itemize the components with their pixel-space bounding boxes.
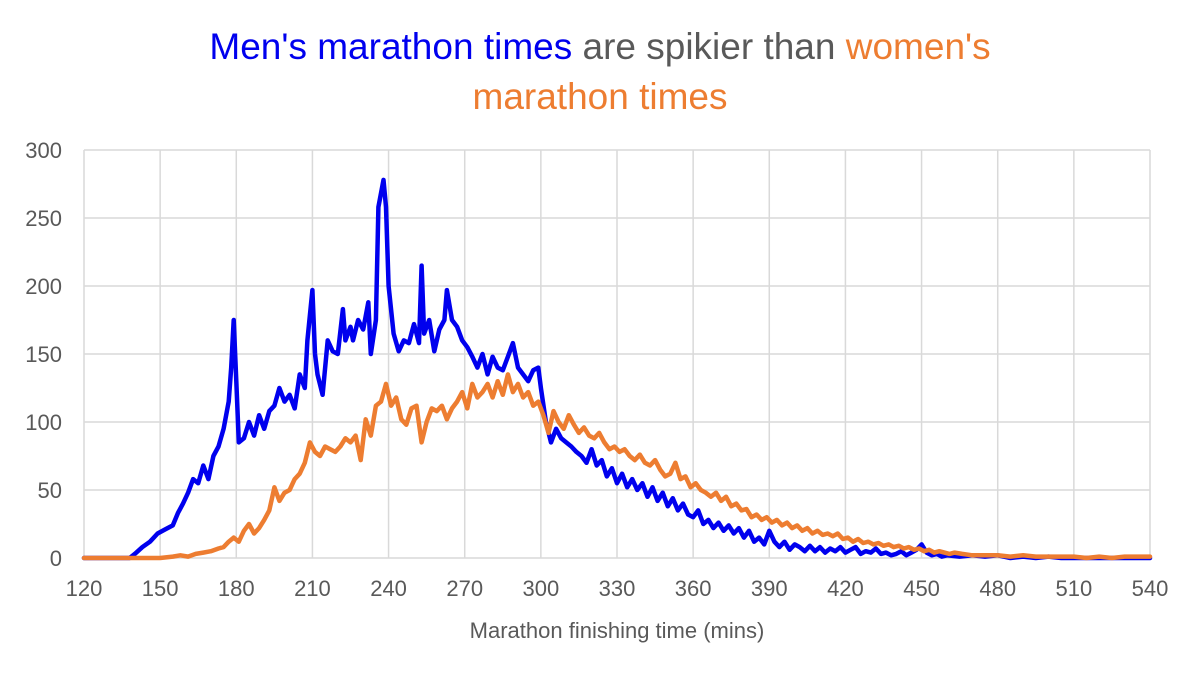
y-tick-label: 200 [25,274,62,299]
title-men-part: Men's marathon times [209,26,573,67]
x-tick-label: 480 [979,576,1016,601]
y-axis-ticks: 0 50 100 150 200 250 300 [25,138,62,571]
x-tick-label: 420 [827,576,864,601]
title-women-part-1: women's [845,26,991,67]
x-tick-label: 360 [675,576,712,601]
x-tick-label: 150 [142,576,179,601]
x-tick-label: 450 [903,576,940,601]
y-tick-label: 300 [25,138,62,163]
x-axis-title: Marathon finishing time (mins) [470,618,765,643]
y-tick-label: 250 [25,206,62,231]
men-series-line [81,177,1153,561]
y-tick-label: 50 [38,478,62,503]
series-lines [81,177,1153,561]
chart-title: Men's marathon times are spikier than wo… [0,22,1200,122]
x-tick-label: 270 [446,576,483,601]
x-tick-label: 330 [599,576,636,601]
x-tick-label: 390 [751,576,788,601]
x-tick-label: 510 [1055,576,1092,601]
y-tick-label: 0 [50,546,62,571]
x-tick-label: 240 [370,576,407,601]
women-series-line [81,372,1153,561]
y-tick-label: 150 [25,342,62,367]
x-tick-label: 180 [218,576,255,601]
title-women-part-2: marathon times [472,76,728,117]
x-tick-label: 300 [522,576,559,601]
x-tick-label: 120 [66,576,103,601]
x-tick-label: 210 [294,576,331,601]
x-axis-ticks: 120 150 180 210 240 270 300 330 360 390 420 450 480 5… [66,576,1169,601]
y-tick-label: 100 [25,410,62,435]
title-mid-part: are spikier than [572,26,846,67]
x-tick-label: 540 [1132,576,1169,601]
gridlines [83,149,1151,559]
